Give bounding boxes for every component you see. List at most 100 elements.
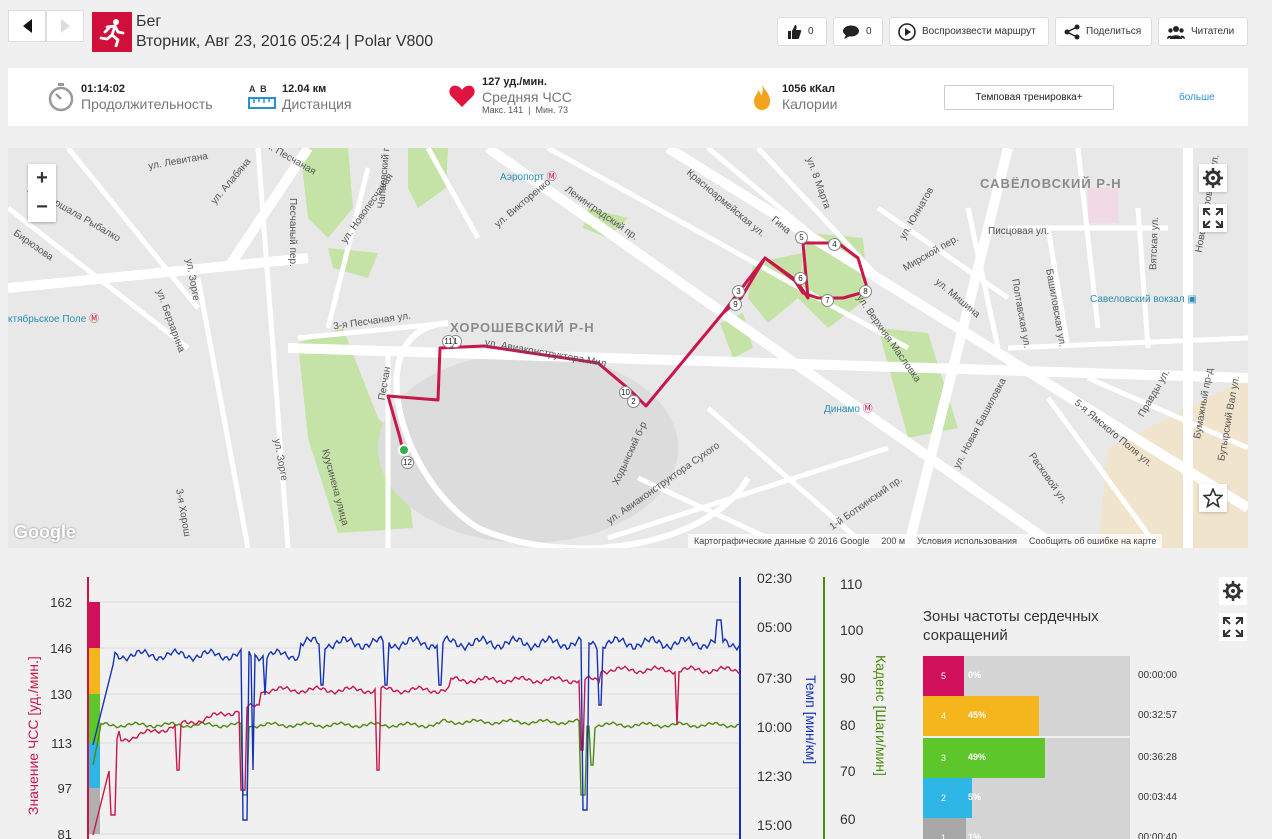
- zone-number: 1: [923, 818, 964, 839]
- metro-icon: Ⓜ: [546, 172, 557, 183]
- cadence-series: [92, 718, 740, 796]
- cadence-tick-label: 90: [840, 670, 856, 686]
- hr-tick-label: 113: [51, 736, 72, 751]
- back-button[interactable]: [8, 10, 46, 42]
- hr-zone-strip: [89, 602, 100, 648]
- hr-zone-strip: [89, 788, 100, 834]
- street-label: Писцовая ул.: [988, 226, 1050, 237]
- route-marker-2[interactable]: 2: [627, 395, 640, 408]
- comment-count: 0: [866, 26, 872, 37]
- street-label: Вятская ул.: [1148, 216, 1162, 271]
- map-report-link[interactable]: Сообщить об ошибке на карте: [1028, 536, 1157, 546]
- comment-button[interactable]: 0: [833, 17, 883, 46]
- route-marker-5[interactable]: 5: [795, 231, 808, 244]
- train-icon: ▣: [1187, 294, 1197, 305]
- forward-button[interactable]: [46, 10, 84, 42]
- poi-savelovsky-station[interactable]: Савеловский вокзал ▣: [1090, 294, 1197, 305]
- chart-settings-button[interactable]: [1219, 577, 1247, 605]
- map-terms-link[interactable]: Условия использования: [917, 536, 1017, 546]
- heart-icon: [449, 85, 475, 107]
- pace-tick-label: 07:30: [757, 670, 792, 686]
- zone-number: 5: [923, 656, 964, 696]
- thumbs-up-icon: [788, 24, 802, 39]
- zone-bar-track: 49%: [964, 738, 1130, 778]
- avg-hr-label: Средняя ЧСС: [482, 89, 572, 105]
- followers-icon: [1167, 25, 1185, 39]
- heart-rate-series: [92, 665, 740, 836]
- zone-time: 00:32:57: [1138, 710, 1177, 721]
- zone-bar-track: 5%: [964, 778, 1130, 818]
- route-marker-8[interactable]: 8: [859, 285, 872, 298]
- zone-time: 00:00:00: [1138, 670, 1177, 681]
- avg-hr-value: 127 уд./мин.: [482, 76, 547, 88]
- zone-percent: 5%: [968, 792, 982, 802]
- cadence-tick-label: 70: [840, 763, 856, 779]
- route-marker-10[interactable]: 10: [619, 386, 632, 399]
- distance-value: 12.04 км: [282, 83, 327, 95]
- route-marker-4[interactable]: 4: [828, 238, 841, 251]
- zone-bar-fill: [964, 778, 973, 818]
- replay-route-label: Воспроизвести маршрут: [922, 26, 1036, 37]
- street-label: Песчаный пер.: [287, 198, 298, 267]
- hr-tick-label: 146: [50, 641, 72, 656]
- zoom-out-button[interactable]: −: [36, 196, 48, 218]
- like-button[interactable]: 0: [777, 17, 827, 46]
- gear-icon: [1223, 581, 1243, 601]
- hr-zones-title: Зоны частоты сердечных сокращений: [923, 608, 1099, 644]
- district-label-savelovsky: САВЁЛОВСКИЙ Р-Н: [980, 176, 1122, 191]
- stopwatch-icon: [48, 83, 74, 112]
- calories-label: Калории: [782, 96, 838, 112]
- followers-button[interactable]: Читатели: [1158, 17, 1248, 46]
- zoom-in-button[interactable]: +: [36, 167, 48, 189]
- zone-time: 00:00:40: [1138, 832, 1177, 839]
- more-link[interactable]: больше: [1179, 92, 1215, 103]
- route-marker-3[interactable]: 3: [732, 285, 745, 298]
- route-marker-7[interactable]: 7: [821, 294, 834, 307]
- distance-ab-label: A B: [249, 84, 267, 94]
- replay-route-button[interactable]: Воспроизвести маршрут: [889, 17, 1049, 46]
- hr-min-max: Макс. 141 | Мин. 73: [482, 105, 569, 115]
- cadence-tick-label: 80: [840, 717, 856, 733]
- route-map[interactable]: 1 2 3 4 5 6 7 8 9 10 11 12 ХОРОШЕВСКИЙ Р-Н САВЁЛОВС…: [8, 148, 1248, 548]
- map-favorite-button[interactable]: [1199, 484, 1227, 512]
- fullscreen-icon: [1203, 208, 1223, 228]
- route-marker-6[interactable]: 6: [794, 272, 807, 285]
- zone-bar-track: 1%: [964, 818, 1130, 839]
- route-start-icon[interactable]: [398, 444, 410, 456]
- poi-oktyabrskoe-pole[interactable]: ктябрьское Поле Ⓜ: [8, 314, 100, 325]
- hr-zone-row-4: 4 45% 00:32:57: [923, 696, 1243, 736]
- route-marker-9[interactable]: 9: [729, 298, 742, 311]
- route-marker-12[interactable]: 12: [401, 456, 414, 469]
- hr-tick-label: 81: [58, 827, 72, 839]
- training-type-button[interactable]: Темповая тренировка+: [944, 85, 1114, 110]
- pace-tick-label: 15:00: [757, 817, 792, 833]
- pace-tick-label: 05:00: [757, 619, 792, 635]
- hr-axis-title: Значение ЧСС [уд./мин.]: [25, 656, 41, 815]
- gear-icon: [1203, 168, 1223, 188]
- followers-label: Читатели: [1191, 26, 1235, 37]
- hr-tick-label: 162: [50, 595, 72, 610]
- hr-zone-strip: [89, 648, 100, 694]
- calories-value: 1056 кКал: [782, 83, 835, 95]
- chart-fullscreen-button[interactable]: [1219, 613, 1247, 641]
- cadence-tick-label: 110: [840, 576, 863, 592]
- cadence-axis-title: Каденс [Шаги/мин]: [873, 655, 889, 776]
- metro-icon: Ⓜ: [89, 314, 100, 325]
- summary-panel: 01:14:02 Продолжительность A B 12.04 км …: [8, 68, 1248, 126]
- share-button[interactable]: Поделиться: [1055, 17, 1152, 46]
- duration-value: 01:14:02: [81, 83, 126, 95]
- hr-zone-row-5: 5 0% 00:00:00: [923, 656, 1243, 696]
- play-icon: [898, 22, 916, 41]
- route-marker-11[interactable]: 11: [442, 335, 455, 348]
- map-fullscreen-button[interactable]: [1199, 204, 1227, 232]
- like-count: 0: [808, 26, 814, 37]
- hr-zone-row-3: 3 49% 00:36:28: [923, 738, 1243, 778]
- poi-aeroport[interactable]: Аэропорт Ⓜ: [500, 172, 557, 183]
- poi-dinamo[interactable]: Динамо Ⓜ: [824, 404, 873, 415]
- pace-tick-label: 10:00: [757, 719, 792, 735]
- comment-icon: [843, 25, 859, 39]
- samples-chart[interactable]: 162 146 130 113 97 81 02:30 05:00 07:30 10:00 12:3…: [0, 565, 900, 839]
- zone-bar-fill: [964, 738, 1046, 778]
- map-settings-button[interactable]: [1199, 164, 1227, 192]
- running-icon: [92, 12, 132, 52]
